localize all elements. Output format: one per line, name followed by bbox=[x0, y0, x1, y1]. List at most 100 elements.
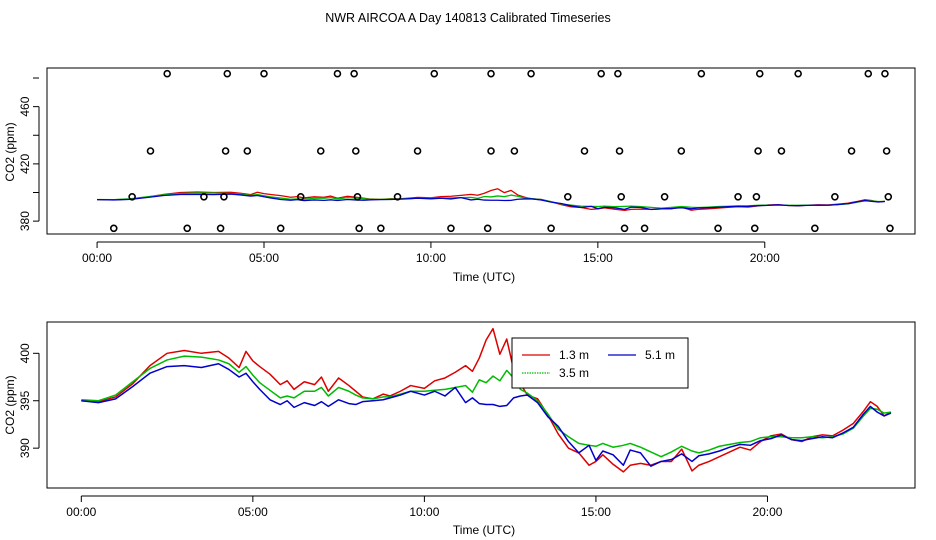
top-x-axis: 00:00 05:00 10:00 15:00 20:00 bbox=[82, 241, 780, 265]
top-y-tick-label: 460 bbox=[18, 96, 32, 116]
flag-point bbox=[333, 69, 342, 78]
flag-point bbox=[487, 147, 495, 155]
flag-point bbox=[794, 69, 802, 78]
flag-point bbox=[527, 69, 535, 78]
flag-point bbox=[660, 192, 669, 201]
flag-point bbox=[109, 224, 118, 233]
flag-point bbox=[355, 224, 363, 233]
flag-point bbox=[128, 192, 136, 201]
flag-point bbox=[617, 192, 626, 201]
flag-point bbox=[183, 224, 192, 233]
legend-label-1-3m: 1.3 m bbox=[559, 348, 589, 362]
legend-frame bbox=[511, 337, 689, 389]
bottom-x-tick-label: 10:00 bbox=[409, 505, 439, 519]
flag-point bbox=[243, 147, 252, 155]
bottom-x-tick-label: 05:00 bbox=[238, 505, 268, 519]
top-x-tick-label: 00:00 bbox=[82, 251, 112, 265]
flag-point bbox=[734, 192, 742, 201]
bottom-x-axis-label: Time (UTC) bbox=[453, 523, 515, 537]
flag-point bbox=[882, 147, 891, 155]
top-x-tick-label: 10:00 bbox=[416, 251, 446, 265]
flag-point bbox=[597, 69, 605, 78]
flag-point bbox=[146, 147, 155, 155]
flag-point bbox=[831, 192, 839, 201]
flag-point bbox=[697, 69, 706, 78]
bottom-series bbox=[81, 327, 892, 473]
bottom-y-axis: 390 395 400 bbox=[18, 343, 40, 458]
flag-point bbox=[677, 147, 686, 155]
flag-point bbox=[276, 224, 285, 233]
flag-point bbox=[640, 224, 649, 233]
flag-point bbox=[811, 224, 819, 233]
flag-point bbox=[296, 192, 305, 201]
top-x-tick-label: 15:00 bbox=[583, 251, 613, 265]
top-panel-frame bbox=[46, 67, 916, 235]
flag-point bbox=[447, 224, 455, 233]
flag-point bbox=[755, 69, 764, 78]
bottom-series-3-5-m bbox=[81, 355, 892, 458]
bottom-series-5-1-m bbox=[81, 362, 892, 467]
bottom-y-tick-label: 395 bbox=[18, 390, 32, 410]
flag-point bbox=[353, 192, 362, 201]
bottom-panel-frame bbox=[46, 321, 916, 489]
bottom-x-tick-label: 00:00 bbox=[66, 505, 96, 519]
flag-point bbox=[352, 147, 360, 155]
flag-point bbox=[752, 192, 761, 201]
flag-point bbox=[483, 224, 492, 233]
flag-point bbox=[413, 147, 422, 155]
flag-point bbox=[750, 224, 759, 233]
bottom-y-axis-label: CO2 (ppm) bbox=[3, 375, 17, 434]
flag-point bbox=[563, 192, 572, 201]
flag-point bbox=[393, 192, 402, 201]
top-x-tick-label: 05:00 bbox=[249, 251, 279, 265]
top-x-axis-label: Time (UTC) bbox=[453, 270, 515, 284]
flag-point bbox=[580, 147, 589, 155]
flag-point bbox=[615, 147, 624, 155]
top-y-axis: 380 420 460 bbox=[18, 77, 40, 231]
flag-point bbox=[377, 224, 385, 233]
legend: 1.3 m 5.1 m 3.5 m bbox=[511, 337, 689, 389]
flag-point bbox=[163, 69, 171, 78]
top-series-5-1-m bbox=[97, 193, 885, 211]
flag-point bbox=[547, 224, 555, 233]
flag-point bbox=[620, 224, 629, 233]
flag-point bbox=[881, 69, 889, 78]
top-y-axis-label: CO2 (ppm) bbox=[3, 122, 17, 181]
top-y-tick-label: 380 bbox=[18, 211, 32, 231]
flag-point bbox=[216, 224, 225, 233]
flag-point bbox=[614, 69, 622, 78]
flag-point bbox=[350, 69, 358, 78]
flag-point bbox=[200, 192, 208, 201]
flag-point bbox=[884, 192, 893, 201]
flag-point bbox=[221, 147, 230, 155]
flag-point bbox=[223, 69, 232, 78]
flag-point bbox=[714, 224, 722, 233]
bottom-y-tick-label: 390 bbox=[18, 438, 32, 458]
flag-point bbox=[510, 147, 519, 155]
flag-point bbox=[220, 192, 228, 201]
flag-point bbox=[864, 69, 873, 78]
legend-label-3-5m: 3.5 m bbox=[559, 366, 589, 380]
top-series bbox=[97, 188, 886, 212]
flag-point bbox=[777, 147, 786, 155]
flag-point bbox=[487, 69, 495, 78]
flag-point bbox=[886, 224, 894, 233]
flag-point bbox=[430, 69, 439, 78]
bottom-panel: 00:00 05:00 10:00 15:00 20:00 390 395 400 Time… bbox=[3, 321, 916, 537]
flag-point bbox=[316, 147, 325, 155]
top-panel: 00:00 05:00 10:00 15:00 20:00 380 420 460 Time… bbox=[3, 67, 916, 284]
chart-title: NWR AIRCOA A Day 140813 Calibrated Times… bbox=[325, 11, 611, 25]
bottom-series-1-3-m bbox=[81, 327, 892, 473]
bottom-x-tick-label: 20:00 bbox=[752, 505, 782, 519]
bottom-x-tick-label: 15:00 bbox=[581, 505, 611, 519]
flag-point bbox=[847, 147, 856, 155]
flag-point bbox=[260, 69, 268, 78]
top-y-tick-label: 420 bbox=[18, 154, 32, 174]
top-flag-points bbox=[109, 69, 894, 233]
bottom-y-tick-label: 400 bbox=[18, 343, 32, 363]
top-x-tick-label: 20:00 bbox=[750, 251, 780, 265]
flag-point bbox=[754, 147, 762, 155]
legend-label-5-1m: 5.1 m bbox=[645, 348, 675, 362]
bottom-x-axis: 00:00 05:00 10:00 15:00 20:00 bbox=[66, 495, 783, 519]
